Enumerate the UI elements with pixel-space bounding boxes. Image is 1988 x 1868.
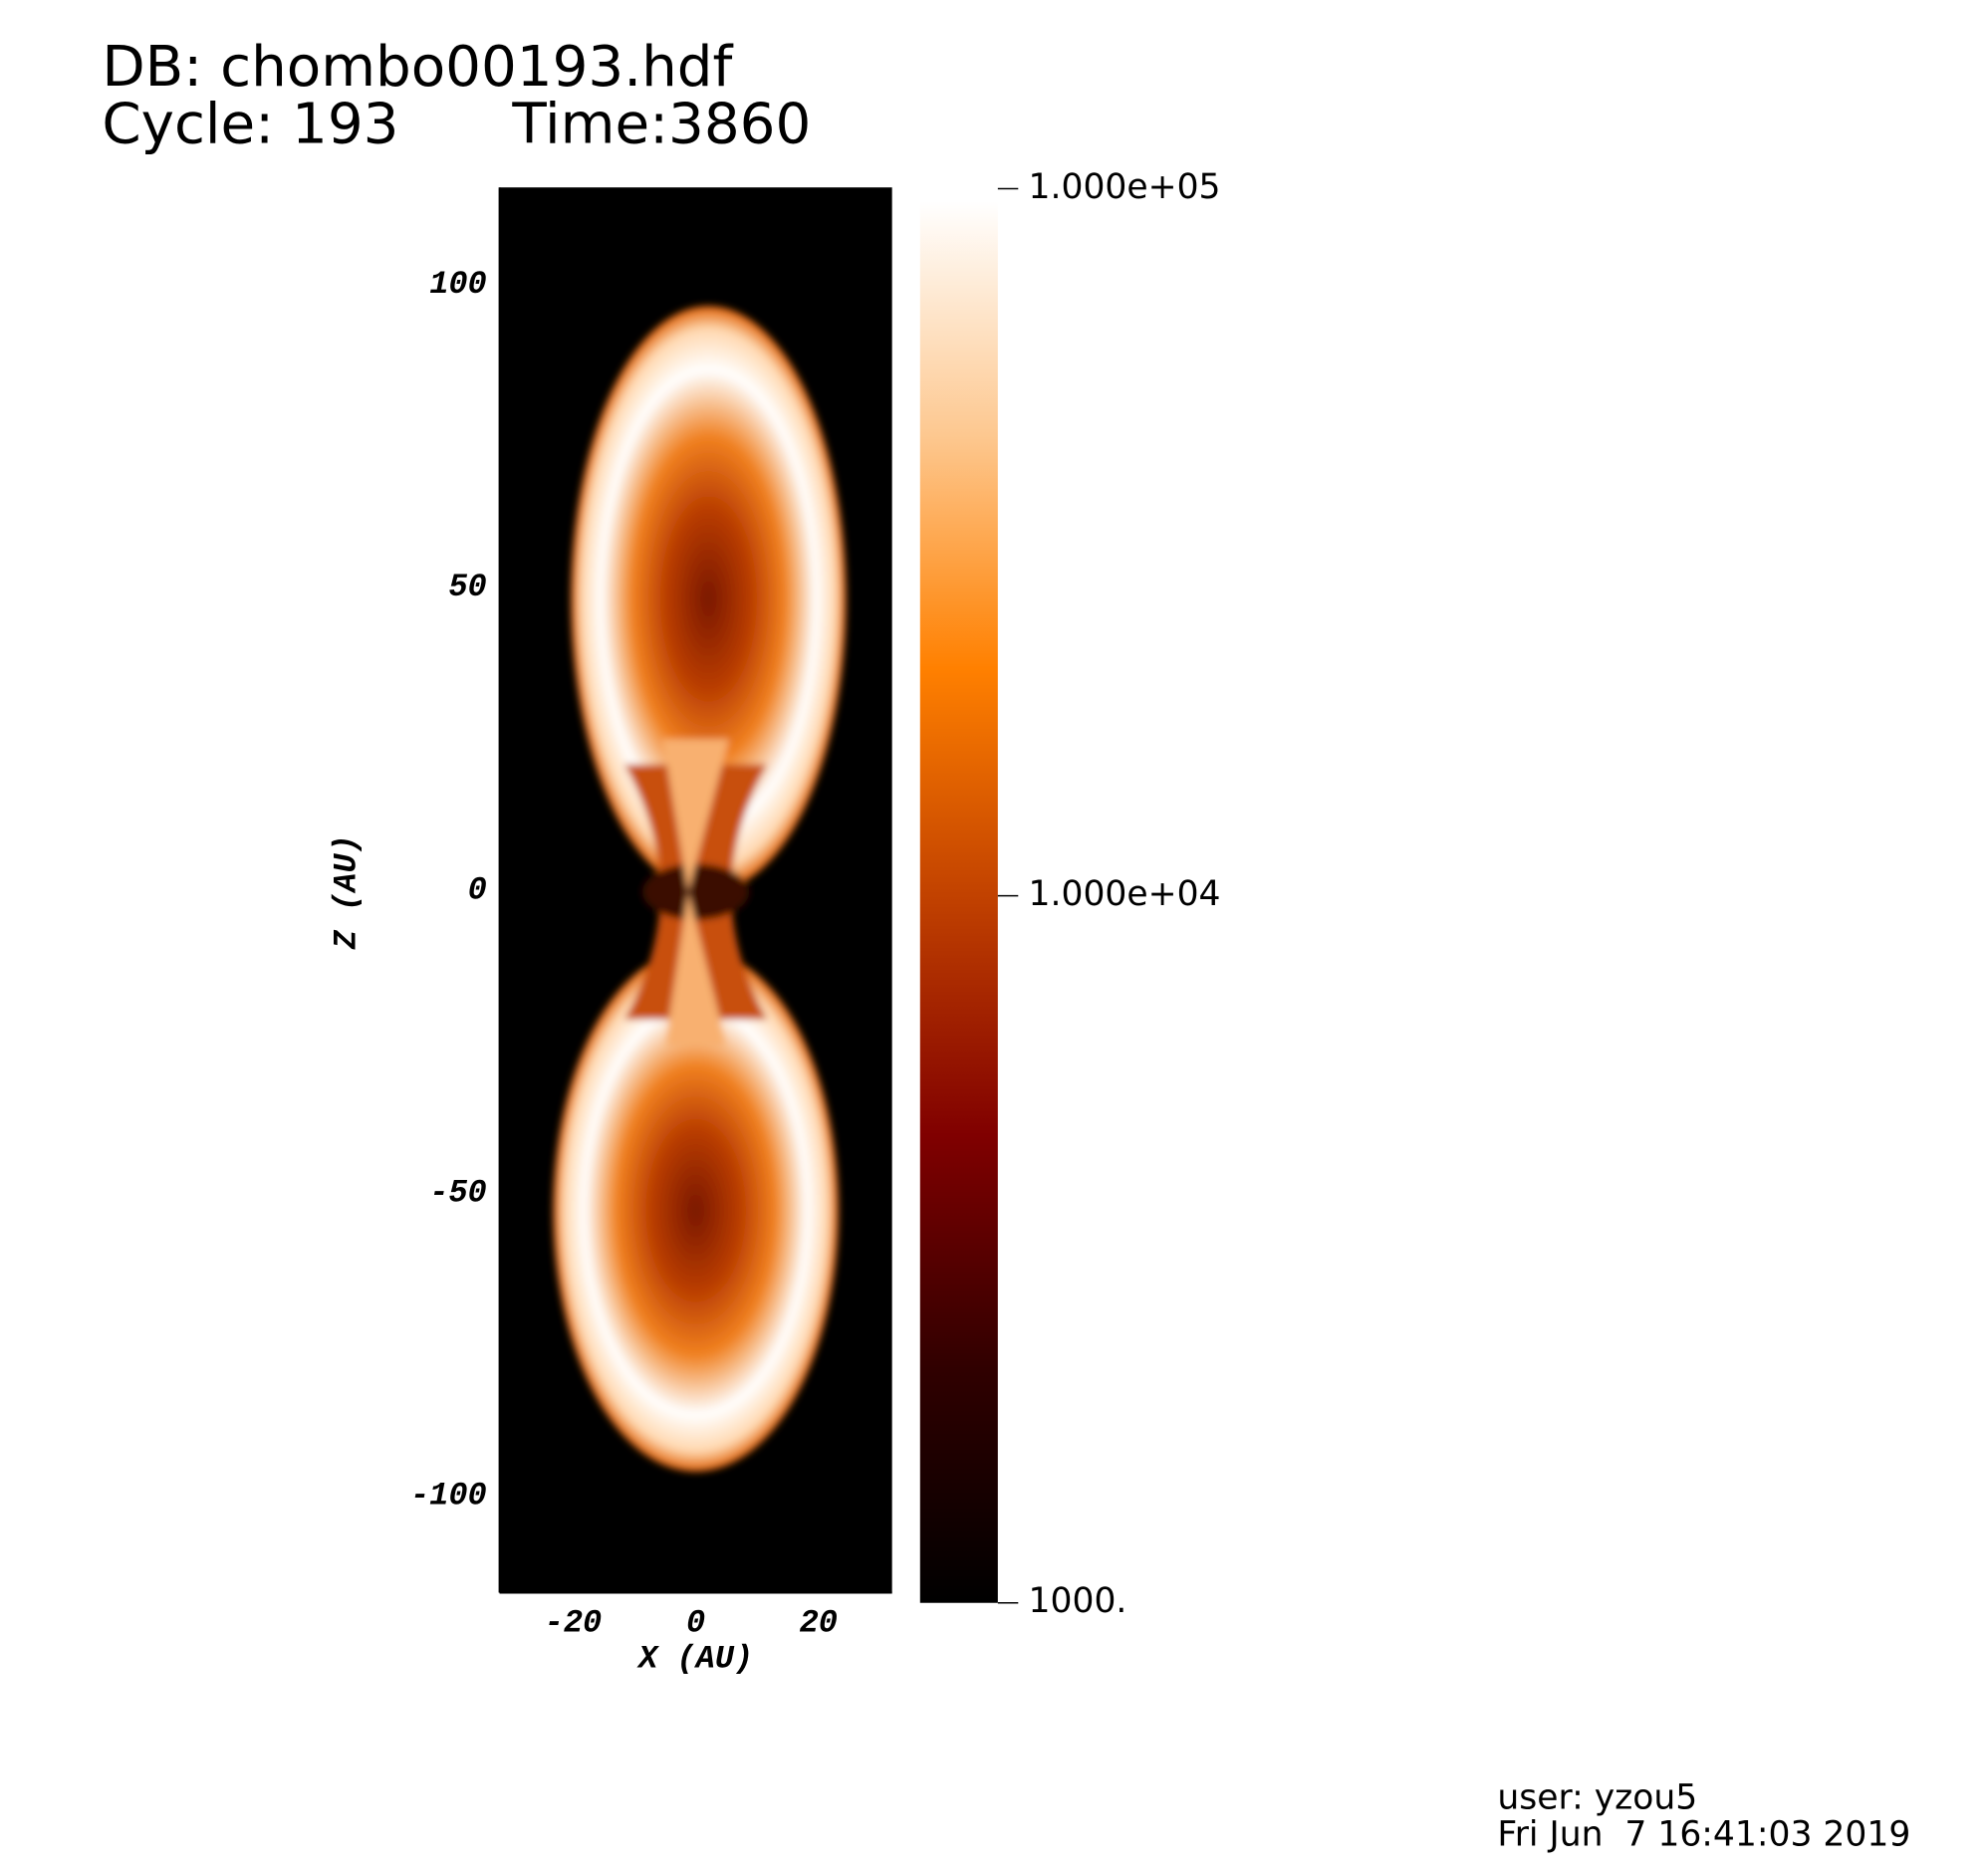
x-tick-label: -20: [545, 1605, 603, 1642]
colorbar-tick-label: 1000.: [1029, 1581, 1127, 1621]
y-tick-label: 0: [468, 871, 487, 908]
colorbar: [919, 201, 998, 1603]
y-tick-label: -100: [410, 1478, 487, 1515]
y-tick-label: 100: [429, 266, 487, 303]
user: user: yzou5: [1497, 1777, 1697, 1817]
x-axis-label: X (AU): [636, 1640, 753, 1677]
time: Time:3860: [511, 93, 811, 157]
date: Fri Jun 7 16:41:03 2019: [1497, 1814, 1910, 1854]
colorbar-tick-label: 1.000e+04: [1029, 874, 1221, 914]
colorbar-tick-label: 1.000e+05: [1029, 167, 1221, 207]
y-tick-label: -50: [429, 1174, 487, 1211]
x-tick-label: 0: [686, 1605, 705, 1642]
title: DB: chombo00193.hdf: [102, 35, 733, 100]
cycle: Cycle: 193: [102, 93, 398, 157]
y-tick-label: 50: [448, 569, 486, 605]
y-axis-label: Z (AU): [328, 834, 365, 950]
field: [553, 306, 847, 1472]
x-tick-label: 20: [800, 1605, 838, 1642]
